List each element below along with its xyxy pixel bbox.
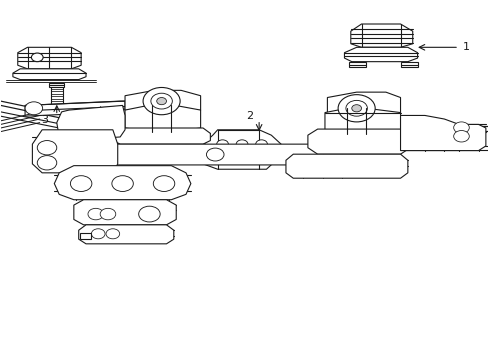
Polygon shape xyxy=(49,83,64,87)
Polygon shape xyxy=(198,130,281,169)
Circle shape xyxy=(139,206,160,222)
Polygon shape xyxy=(79,225,173,244)
Polygon shape xyxy=(13,69,86,80)
Circle shape xyxy=(206,148,224,161)
Polygon shape xyxy=(400,116,485,150)
Circle shape xyxy=(345,100,366,116)
Circle shape xyxy=(351,105,361,112)
Circle shape xyxy=(88,208,103,220)
Circle shape xyxy=(151,93,172,109)
Text: 2: 2 xyxy=(245,111,252,121)
Polygon shape xyxy=(74,200,176,225)
Circle shape xyxy=(216,150,228,159)
Circle shape xyxy=(91,229,105,239)
Polygon shape xyxy=(350,24,412,47)
Circle shape xyxy=(453,122,468,134)
Polygon shape xyxy=(32,130,118,173)
Polygon shape xyxy=(54,166,190,200)
Polygon shape xyxy=(103,144,317,165)
Polygon shape xyxy=(113,128,210,144)
Circle shape xyxy=(453,131,468,142)
Circle shape xyxy=(236,140,247,148)
Polygon shape xyxy=(327,92,400,117)
Circle shape xyxy=(255,140,267,148)
Polygon shape xyxy=(344,47,417,62)
Circle shape xyxy=(106,229,120,239)
Polygon shape xyxy=(348,62,366,67)
Circle shape xyxy=(337,95,374,122)
Circle shape xyxy=(31,53,43,62)
Polygon shape xyxy=(125,105,200,132)
Circle shape xyxy=(37,140,57,155)
Circle shape xyxy=(236,150,247,159)
Polygon shape xyxy=(325,108,400,134)
Polygon shape xyxy=(57,105,125,140)
Polygon shape xyxy=(25,101,125,116)
Circle shape xyxy=(37,156,57,170)
Polygon shape xyxy=(400,62,417,67)
Circle shape xyxy=(255,150,267,159)
Text: 3: 3 xyxy=(41,115,48,125)
Circle shape xyxy=(100,208,116,220)
Circle shape xyxy=(216,140,228,148)
Circle shape xyxy=(153,176,174,192)
Polygon shape xyxy=(307,129,409,154)
Circle shape xyxy=(143,87,180,115)
Polygon shape xyxy=(285,154,407,178)
Text: 1: 1 xyxy=(462,42,469,52)
Circle shape xyxy=(157,98,166,105)
Polygon shape xyxy=(80,233,91,239)
Circle shape xyxy=(112,176,133,192)
Polygon shape xyxy=(18,47,81,69)
Circle shape xyxy=(25,102,42,115)
Circle shape xyxy=(70,176,92,192)
Polygon shape xyxy=(125,90,200,116)
